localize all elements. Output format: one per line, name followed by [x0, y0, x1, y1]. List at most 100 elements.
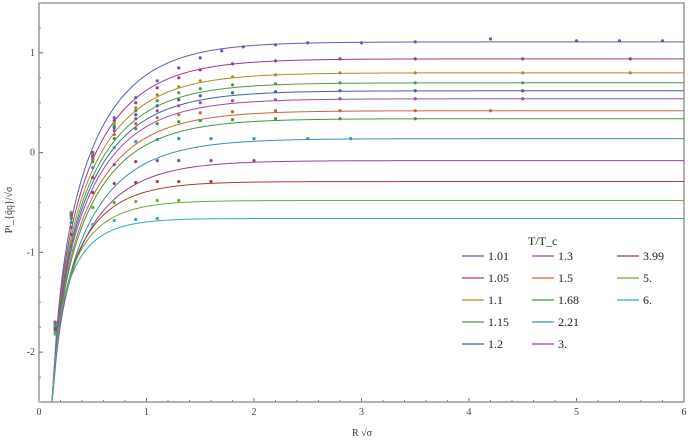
data-point	[177, 98, 181, 102]
legend-entry-label: 1.01	[488, 249, 509, 263]
data-point	[69, 216, 73, 221]
legend-entry-label: 1.2	[488, 337, 503, 351]
data-point	[273, 43, 278, 47]
data-point	[338, 97, 342, 101]
data-point	[198, 111, 202, 115]
data-point	[198, 68, 202, 72]
data-point	[209, 137, 213, 141]
data-point	[177, 120, 181, 124]
data-point	[273, 59, 278, 63]
series-line-2_21	[51, 138, 684, 403]
data-point	[134, 96, 138, 100]
legend-entry-label: 2.21	[558, 315, 579, 329]
axis-ticks: 0 1 2 3 4 5 6 -2 -1 0 1	[27, 2, 687, 418]
legend-entry-label: 3.99	[643, 249, 664, 263]
data-point	[628, 71, 632, 75]
data-point	[273, 117, 278, 121]
data-point	[628, 57, 632, 61]
data-point	[413, 109, 417, 113]
y-tick-label: -2	[27, 347, 35, 358]
data-point	[155, 86, 159, 90]
data-point	[230, 75, 235, 79]
data-point	[413, 71, 417, 75]
data-point	[112, 126, 116, 130]
data-point	[338, 89, 342, 93]
data-point	[69, 232, 73, 237]
legend: T/T_c 1.01 1.05 1.1 1.15 1.2 1.3 1.5 1.68 2.21 3.…	[462, 234, 664, 351]
series-line-5_	[51, 200, 684, 403]
legend-entry-label: 6.	[643, 293, 652, 307]
data-point	[155, 122, 159, 126]
data-point	[413, 89, 417, 93]
data-point	[112, 162, 116, 167]
data-point	[521, 89, 525, 93]
data-point	[91, 222, 95, 227]
data-point	[134, 122, 138, 126]
data-point	[413, 97, 417, 101]
x-axis-label: R √σ	[352, 428, 373, 439]
data-point	[349, 137, 353, 141]
data-point	[488, 37, 493, 41]
data-point	[230, 118, 235, 122]
data-point	[521, 97, 525, 101]
series-line-3_99	[51, 181, 684, 403]
data-point	[338, 81, 342, 85]
series-line-1_2	[51, 90, 684, 403]
data-point	[112, 129, 116, 133]
data-point	[134, 127, 138, 131]
data-point	[155, 216, 159, 221]
x-tick-label: 6	[682, 407, 687, 418]
data-point	[177, 104, 181, 108]
data-point	[134, 140, 138, 144]
data-point	[338, 109, 342, 113]
data-point	[338, 57, 342, 61]
data-point	[134, 217, 138, 222]
data-point	[177, 91, 181, 95]
data-point	[91, 175, 95, 180]
x-tick-label: 2	[252, 407, 257, 418]
data-point	[134, 160, 138, 164]
data-point	[91, 160, 95, 164]
data-point	[209, 179, 213, 184]
data-point	[177, 113, 181, 117]
legend-entry-label: 5.	[643, 271, 652, 285]
data-point	[413, 40, 417, 44]
data-point	[177, 66, 181, 70]
x-tick-label: 1	[144, 407, 149, 418]
data-point	[230, 83, 235, 87]
data-point	[273, 109, 278, 113]
series-line-1_01	[51, 41, 684, 403]
data-point	[177, 137, 181, 141]
data-point	[198, 101, 202, 105]
data-point	[198, 56, 202, 60]
legend-entry-label: 3.	[558, 337, 567, 351]
data-point	[134, 199, 138, 204]
data-point	[155, 198, 159, 203]
y-tick-label: 0	[30, 148, 35, 159]
x-tick-label: 3	[359, 407, 364, 418]
data-point	[273, 90, 278, 94]
x-tick-label: 4	[467, 407, 472, 418]
data-point	[155, 116, 159, 120]
data-point	[91, 205, 95, 210]
data-point	[69, 240, 73, 244]
data-point	[230, 99, 235, 103]
series-line-1_3	[51, 98, 684, 403]
data-point	[198, 94, 202, 98]
data-point	[69, 225, 73, 230]
data-point	[155, 99, 159, 103]
data-point	[413, 81, 417, 85]
y-tick-label: 1	[30, 48, 35, 59]
data-point	[230, 62, 235, 66]
data-point	[155, 79, 159, 83]
data-point	[155, 109, 159, 113]
data-point	[338, 117, 342, 121]
data-point	[521, 71, 525, 75]
series-line-1_15	[51, 82, 684, 403]
data-point	[273, 82, 278, 86]
y-axis-label: P¹_{q̄q}/√σ	[4, 186, 15, 233]
data-point	[177, 159, 181, 163]
data-point	[306, 137, 310, 141]
data-point	[230, 91, 235, 95]
